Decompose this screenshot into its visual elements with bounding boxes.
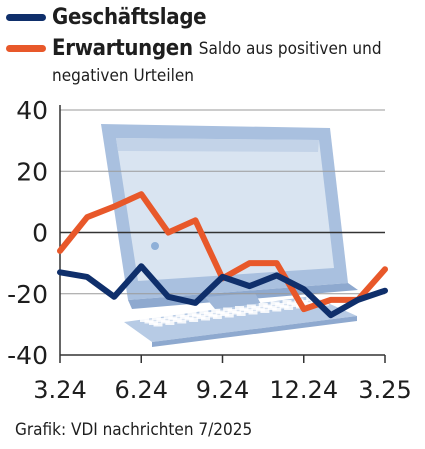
legend-note-line-1: Saldo aus positiven und [198,38,382,59]
keyboard-key [224,313,234,318]
keyboard-key [165,321,175,325]
keyboard-key [189,318,199,322]
source-credit: Grafik: VDI nachrichten 7/2025 [15,420,253,440]
legend-item-1: Geschäftslage [6,5,207,30]
legend-swatch-2 [6,45,46,52]
y-tick-label: -20 [7,280,48,309]
keyboard-key [153,322,163,327]
keyboard-key [201,316,210,321]
keyboard-key [236,312,246,316]
legend-label-2: Erwartungen [52,36,193,61]
keyboard-key [260,309,270,313]
x-tick-label: 3.25 [358,376,411,404]
keyboard-key [284,306,294,310]
x-tick-label: 3.24 [33,376,86,404]
chart-area: 40 20 0 -20 -40 3.24 6.24 9.24 12.24 3.25 [7,96,412,404]
keyboard-illustration [124,295,357,347]
series-line-1 [57,263,388,319]
legend-label-1: Geschäftslage [52,5,207,30]
y-tick-label: 40 [16,96,48,125]
y-tick-label: 0 [32,219,48,248]
x-tick-label: 12.24 [269,376,338,404]
keyboard-key [248,310,258,315]
keyboard-key [212,315,222,319]
keyboard-key [272,307,282,312]
y-tick-label: -40 [7,341,48,370]
legend-item-2: Erwartungen Saldo aus positiven und [6,36,382,61]
legend-note-line-2: negativen Urteilen [52,66,194,86]
x-tick-label: 9.24 [196,376,249,404]
keyboard-key [177,319,187,324]
x-tick-label: 6.24 [115,376,168,404]
y-tick-label: 20 [16,157,48,186]
legend-swatch-1 [6,14,46,21]
